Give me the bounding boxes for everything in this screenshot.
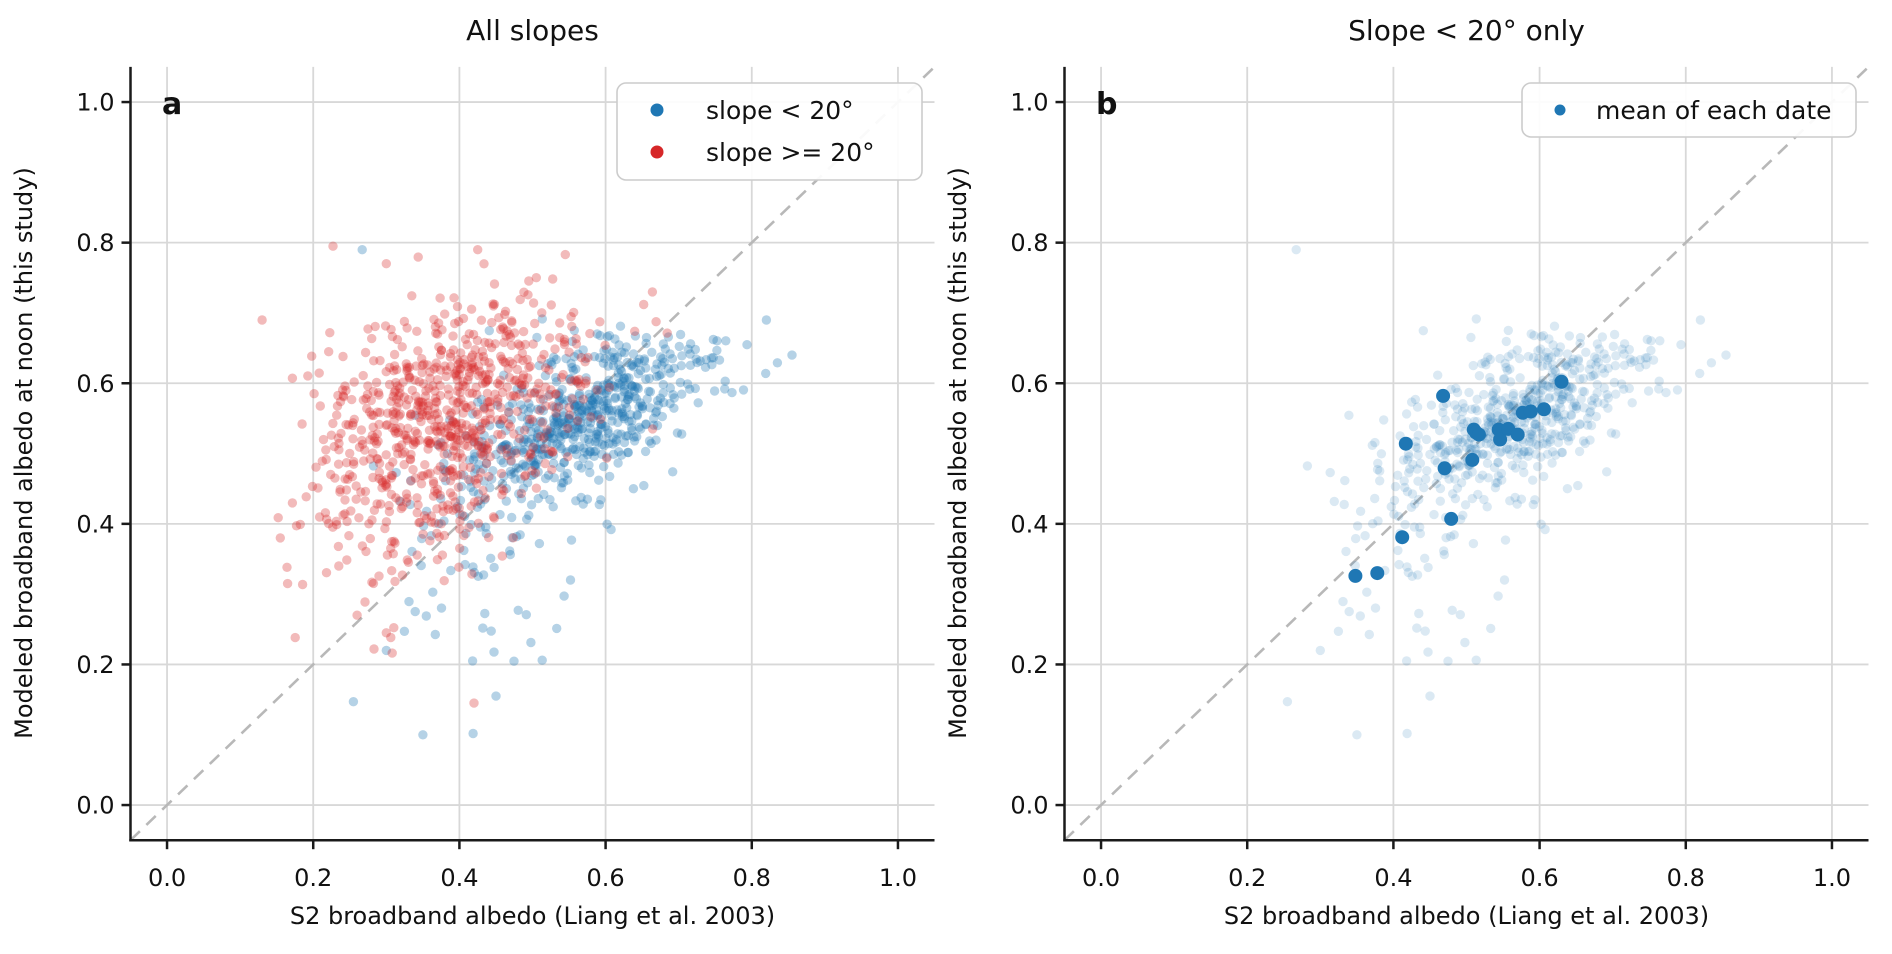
svg-text:0.6: 0.6 <box>587 864 625 892</box>
svg-text:0.0: 0.0 <box>76 792 114 820</box>
svg-text:0.4: 0.4 <box>1010 510 1048 538</box>
svg-text:0.8: 0.8 <box>733 864 771 892</box>
panel-a-tick-labels: 0.0 0.2 0.4 0.6 0.8 1.0 0.0 0.2 0.4 0.6 0.8 1.0 <box>76 89 917 893</box>
svg-text:0.4: 0.4 <box>76 510 114 538</box>
svg-text:0.6: 0.6 <box>1010 370 1048 398</box>
svg-text:0.8: 0.8 <box>1010 229 1048 257</box>
svg-text:1.0: 1.0 <box>76 89 114 117</box>
panel-b-gridlines <box>1064 66 1869 841</box>
panel-b-scatter-points-layer <box>1282 245 1731 740</box>
panel-b-identity-line <box>1063 65 1870 842</box>
panel-b-xlabel: S2 broadband albedo (Liang et al. 2003) <box>1224 902 1709 930</box>
panel-a-ylabel: Modeled broadband albedo at noon (this s… <box>10 167 38 739</box>
panel-b: 0.0 0.2 0.4 0.6 0.8 1.0 0.0 0.2 0.4 0.6 0.8 1.0 Slo… <box>944 14 1870 930</box>
svg-text:1.0: 1.0 <box>1813 864 1851 892</box>
panel-a-letter: a <box>162 87 182 122</box>
panel-a-identity-line <box>129 65 936 842</box>
svg-text:0.8: 0.8 <box>76 229 114 257</box>
svg-text:0.4: 0.4 <box>1374 864 1412 892</box>
svg-text:0.2: 0.2 <box>76 651 114 679</box>
svg-text:0.8: 0.8 <box>1667 864 1705 892</box>
panel-a-title: All slopes <box>466 14 599 47</box>
panel-b-ylabel: Modeled broadband albedo at noon (this s… <box>944 167 972 739</box>
legend-box <box>1521 82 1857 138</box>
svg-text:0.2: 0.2 <box>294 864 332 892</box>
svg-text:0.6: 0.6 <box>1521 864 1559 892</box>
svg-text:0.0: 0.0 <box>1082 864 1120 892</box>
legend-marker-slope-lt20-icon <box>650 103 664 117</box>
panel-a-axes-spines-ticks <box>121 66 935 850</box>
svg-text:0.0: 0.0 <box>148 864 186 892</box>
panel-b-axes-spines-ticks <box>1055 66 1869 850</box>
svg-text:0.2: 0.2 <box>1010 651 1048 679</box>
panel-a-gridlines <box>130 66 935 841</box>
svg-text:0.2: 0.2 <box>1228 864 1266 892</box>
svg-text:0.6: 0.6 <box>76 370 114 398</box>
legend-label-slope-ge20: slope >= 20° <box>706 138 875 167</box>
legend-box <box>616 82 923 181</box>
panel-a-legend: slope < 20° slope >= 20° <box>616 82 923 181</box>
legend-label-mean-of-date: mean of each date <box>1596 96 1832 125</box>
panel-b-legend: mean of each date <box>1521 82 1857 138</box>
panel-a-xlabel: S2 broadband albedo (Liang et al. 2003) <box>290 902 775 930</box>
svg-text:1.0: 1.0 <box>879 864 917 892</box>
panel-b-letter: b <box>1096 87 1117 122</box>
svg-text:0.0: 0.0 <box>1010 792 1048 820</box>
panel-b-title: Slope < 20° only <box>1348 14 1585 47</box>
panel-a-scatter-points-layer <box>257 241 797 740</box>
legend-label-slope-lt20: slope < 20° <box>706 96 854 125</box>
panel-a: 0.0 0.2 0.4 0.6 0.8 1.0 0.0 0.2 0.4 0.6 0.8 1.0 All… <box>10 14 936 930</box>
legend-marker-slope-ge20-icon <box>650 145 664 159</box>
svg-text:1.0: 1.0 <box>1010 89 1048 117</box>
legend-marker-mean-of-date-icon <box>1554 104 1566 116</box>
svg-text:0.4: 0.4 <box>440 864 478 892</box>
panel-b-tick-labels: 0.0 0.2 0.4 0.6 0.8 1.0 0.0 0.2 0.4 0.6 0.8 1.0 <box>1010 89 1851 893</box>
